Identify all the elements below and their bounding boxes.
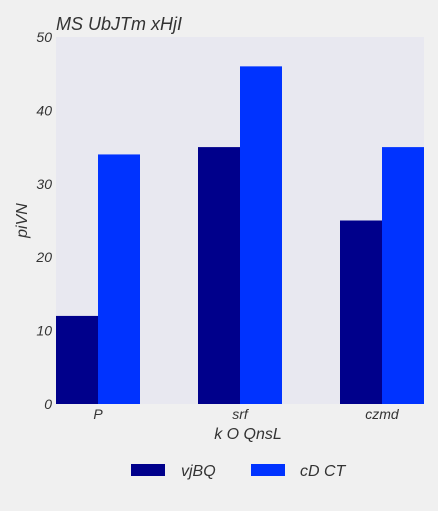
y-tick-label: 20 (35, 249, 52, 265)
legend-swatch (131, 464, 165, 476)
legend-label: vjBQ (181, 463, 216, 480)
bars-group (56, 66, 424, 405)
x-axis-label: k O QnsL (214, 426, 282, 443)
y-tick-label: 50 (36, 29, 52, 45)
y-tick-label: 0 (44, 396, 52, 412)
bar-vjbq-p (56, 315, 98, 404)
x-tick-label: czmd (365, 406, 400, 422)
legend-swatch (251, 464, 285, 476)
x-tick-label: srf (232, 406, 250, 422)
chart-title: MS UbJTm xHjI (56, 14, 182, 34)
bar-cd-ct-czmd (382, 147, 424, 404)
y-tick-label: 10 (36, 323, 52, 339)
bar-cd-ct-srf (240, 66, 282, 405)
y-tick-label: 40 (36, 102, 52, 118)
legend: vjBQ cD CT (131, 463, 347, 480)
bar-vjbq-czmd (340, 220, 382, 404)
bar-vjbq-srf (198, 147, 240, 404)
y-axis-label: piVN (14, 203, 31, 239)
x-tick-label: P (93, 406, 103, 422)
y-tick-label: 30 (36, 176, 52, 192)
legend-label: cD CT (300, 463, 347, 480)
bar-cd-ct-p (98, 154, 140, 404)
y-axis-ticks: 0 10 20 30 40 50 (35, 29, 52, 412)
